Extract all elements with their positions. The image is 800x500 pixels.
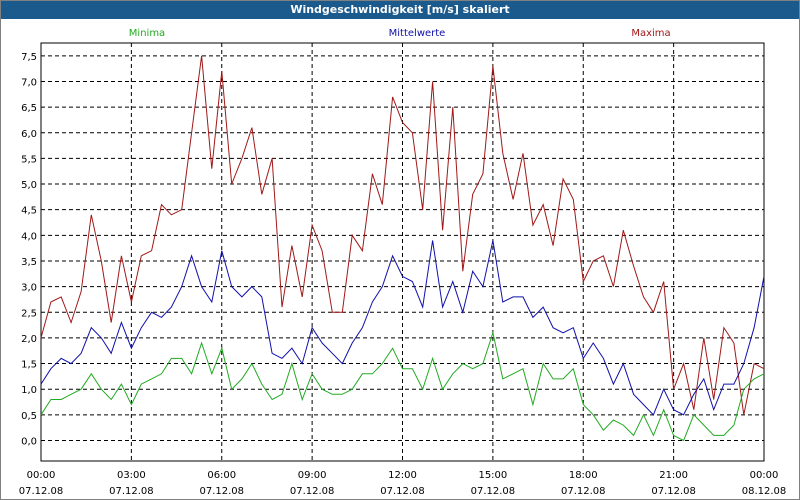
window-title: Windgeschwindigkeit [m/s] skaliert — [1, 1, 799, 19]
x-tick-date: 07.12.08 — [561, 486, 606, 497]
y-tick-label: 3,5 — [21, 257, 37, 268]
x-tick-time: 06:00 — [207, 470, 236, 481]
x-tick-time: 21:00 — [659, 470, 688, 481]
y-tick-label: 1,0 — [21, 385, 37, 396]
legend-maxima: Maxima — [631, 28, 670, 39]
y-axis: 7,5 7,0 6,5 6,0 5,5 5,0 4,5 4,0 3,5 3,0 2,5 2,0 1,5 1… — [21, 52, 37, 448]
y-tick-label: 6,5 — [21, 103, 37, 114]
series-line-minima — [40, 330, 765, 442]
x-axis: 00:00 07.12.08 03:00 07.12.08 06:00 07.12.08 0… — [19, 470, 787, 497]
x-tick-time: 15:00 — [478, 470, 507, 481]
plot-frame — [40, 42, 765, 462]
x-tick-time: 12:00 — [388, 470, 417, 481]
y-tick-label: 3,0 — [21, 283, 37, 294]
series-line-maxima — [40, 55, 765, 415]
grid — [41, 43, 764, 461]
y-tick-label: 2,0 — [21, 334, 37, 345]
x-tick-date: 07.12.08 — [109, 486, 154, 497]
y-tick-label: 7,5 — [21, 52, 37, 63]
legend: Minima Mittelwerte Maxima — [129, 28, 671, 39]
y-tick-label: 5,5 — [21, 154, 37, 165]
x-tick-date: 07.12.08 — [199, 486, 244, 497]
y-tick-label: 5,0 — [21, 180, 37, 191]
x-tick-time: 09:00 — [298, 470, 327, 481]
y-tick-label: 1,5 — [21, 360, 37, 371]
x-tick-date: 07.12.08 — [380, 486, 425, 497]
x-tick-time: 18:00 — [569, 470, 598, 481]
y-tick-label: 7,0 — [21, 77, 37, 88]
x-tick-time: 00:00 — [27, 470, 56, 481]
x-tick-date: 07.12.08 — [651, 486, 696, 497]
y-tick-label: 6,0 — [21, 129, 37, 140]
y-tick-label: 0,5 — [21, 411, 37, 422]
y-tick-label: 4,0 — [21, 231, 37, 242]
x-tick-date: 07.12.08 — [19, 486, 64, 497]
legend-minima: Minima — [129, 28, 165, 39]
y-tick-label: 0,0 — [21, 436, 37, 447]
y-tick-label: 2,5 — [21, 308, 37, 319]
series-line-mittelwerte — [40, 240, 765, 416]
legend-mittelwerte: Mittelwerte — [389, 28, 446, 39]
x-tick-date: 07.12.08 — [471, 486, 516, 497]
x-tick-date: 08.12.08 — [742, 486, 787, 497]
x-tick-time: 03:00 — [117, 470, 146, 481]
y-tick-label: 4,5 — [21, 206, 37, 217]
series — [40, 55, 765, 442]
x-tick-date: 07.12.08 — [290, 486, 335, 497]
x-tick-time: 00:00 — [750, 470, 779, 481]
